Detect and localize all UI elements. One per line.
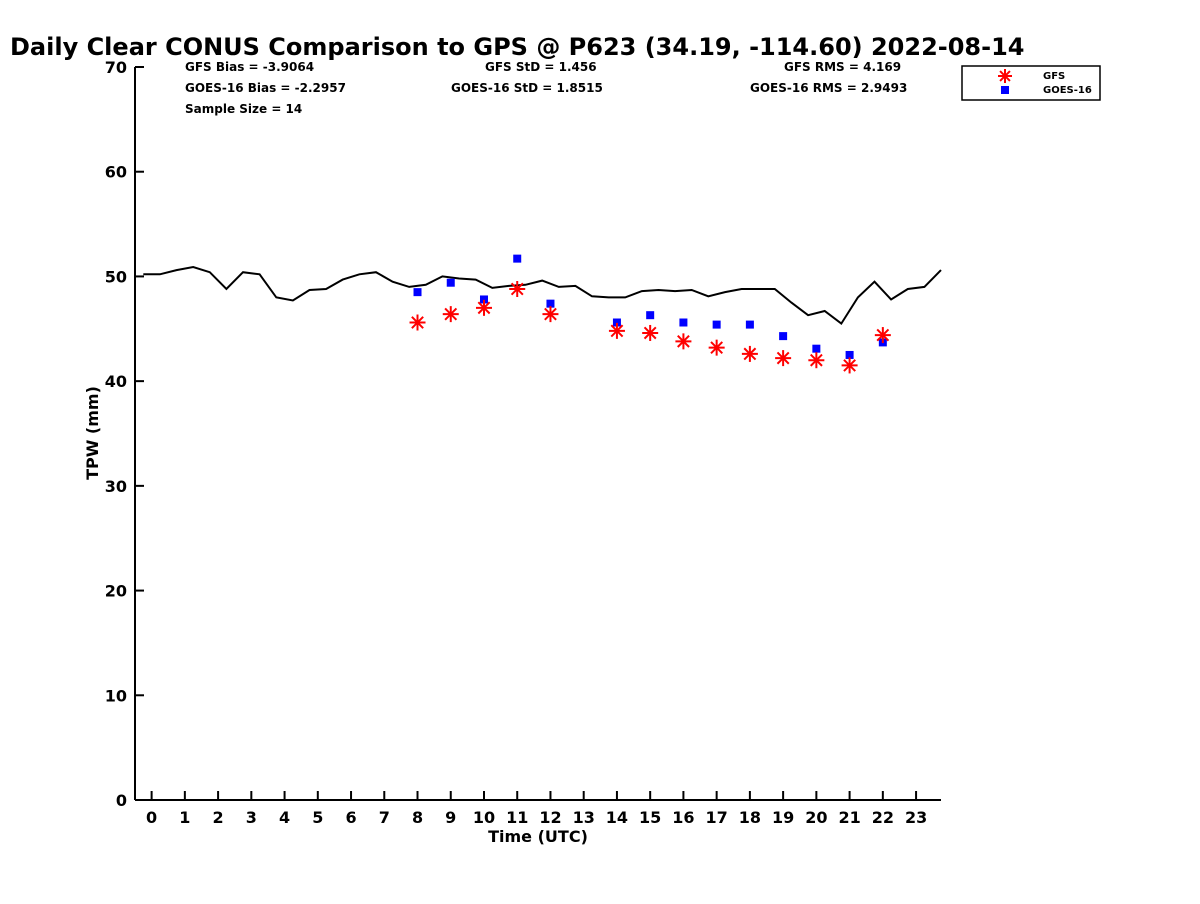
x-tick-label: 20	[805, 808, 827, 827]
y-axis-label: TPW (mm)	[83, 386, 102, 480]
goes-std-stat: GOES-16 StD = 1.8515	[451, 81, 603, 95]
gfs-point	[642, 324, 659, 341]
asterisk-stroke	[510, 282, 524, 296]
legend-goes-label: GOES-16	[1043, 85, 1092, 96]
x-tick-label: 1	[179, 808, 190, 827]
asterisk-stroke	[843, 359, 856, 372]
goes16-point	[712, 320, 721, 329]
goes16-point	[646, 311, 655, 320]
gfs-point	[509, 280, 526, 297]
y-tick-label: 20	[105, 582, 127, 601]
gfs-point	[874, 327, 891, 344]
legend-box	[961, 65, 1101, 101]
y-tick-label: 40	[105, 372, 127, 391]
gfs-point	[542, 306, 559, 323]
gfs-point	[808, 352, 825, 369]
legend-gfs-label: GFS	[1043, 71, 1065, 82]
asterisk-stroke	[610, 324, 624, 338]
x-tick-label: 17	[706, 808, 728, 827]
goes16-point	[779, 332, 788, 341]
asterisk-stroke	[444, 307, 458, 321]
y-tick-label: 10	[105, 686, 127, 705]
y-tick-label: 30	[105, 477, 127, 496]
x-tick-label: 21	[838, 808, 860, 827]
x-tick-label: 2	[213, 808, 224, 827]
x-tick-label: 15	[639, 808, 661, 827]
x-tick-label: 23	[905, 808, 927, 827]
x-tick-label: 13	[573, 808, 595, 827]
goes16-point	[479, 295, 488, 304]
legend: GFS GOES-16	[961, 65, 1101, 101]
goes16-point	[679, 318, 688, 327]
goes-bias-stat: GOES-16 Bias = -2.2957	[185, 81, 346, 95]
asterisk-stroke	[544, 307, 557, 321]
x-tick-label: 3	[246, 808, 257, 827]
x-tick-label: 18	[739, 808, 761, 827]
x-tick-label: 16	[672, 808, 694, 827]
y-tick-label: 70	[105, 58, 127, 77]
x-tick-label: 12	[539, 808, 561, 827]
gfs-point	[442, 306, 459, 323]
x-tick-label: 19	[772, 808, 794, 827]
goes16-point	[513, 254, 522, 263]
x-axis-label: Time (UTC)	[488, 827, 588, 846]
asterisk-stroke	[743, 347, 757, 361]
asterisk-stroke	[776, 351, 790, 365]
asterisk-stroke	[999, 70, 1011, 82]
y-tick-label: 50	[105, 267, 127, 286]
asterisk-stroke	[677, 334, 690, 348]
gfs-point	[675, 333, 692, 350]
gfs-point	[608, 322, 625, 339]
asterisk-stroke	[477, 301, 491, 315]
gps-line-layer	[143, 265, 942, 326]
gfs-std-stat: GFS StD = 1.456	[485, 60, 597, 74]
x-tick-label: 22	[872, 808, 894, 827]
legend-gfs-asterisk-icon	[998, 69, 1012, 83]
goes16-point	[845, 350, 854, 359]
sample-size-stat: Sample Size = 14	[185, 102, 302, 116]
gfs-point	[775, 350, 792, 367]
x-tick-label: 8	[412, 808, 423, 827]
x-tick-label: 10	[473, 808, 495, 827]
legend-gfs-asterisk	[998, 69, 1012, 83]
goes16-point	[812, 344, 821, 353]
goes16-point	[612, 318, 621, 327]
y-tick-label: 0	[116, 791, 127, 810]
goes-rms-stat: GOES-16 RMS = 2.9493	[750, 81, 907, 95]
gps-tpw-line	[143, 265, 942, 326]
x-tick-label: 4	[279, 808, 290, 827]
data-points	[409, 254, 891, 374]
gfs-point	[841, 357, 858, 374]
gfs-bias-stat: GFS Bias = -3.9064	[185, 60, 314, 74]
gfs-point	[741, 345, 758, 362]
goes16-point	[413, 288, 422, 297]
asterisk-stroke	[643, 326, 657, 340]
asterisk-stroke	[710, 341, 724, 354]
asterisk-stroke	[809, 353, 823, 367]
legend-goes-square-icon	[1001, 86, 1009, 94]
x-tick-label: 11	[506, 808, 528, 827]
gfs-rms-stat: GFS RMS = 4.169	[784, 60, 901, 74]
x-tick-label: 14	[606, 808, 628, 827]
goes16-point	[546, 299, 555, 308]
x-tick-label: 0	[146, 808, 157, 827]
x-tick-label: 9	[445, 808, 456, 827]
goes16-point	[446, 278, 455, 287]
gfs-point	[475, 299, 492, 316]
x-tick-label: 6	[345, 808, 356, 827]
gfs-point	[708, 339, 725, 356]
x-tick-label: 5	[312, 808, 323, 827]
asterisk-stroke	[411, 316, 424, 329]
goes16-point	[745, 320, 754, 329]
x-tick-label: 7	[379, 808, 390, 827]
chart-title: Daily Clear CONUS Comparison to GPS @ P6…	[10, 33, 1024, 61]
asterisk-stroke	[876, 328, 890, 342]
gfs-point	[409, 314, 426, 331]
y-tick-label: 60	[105, 163, 127, 182]
